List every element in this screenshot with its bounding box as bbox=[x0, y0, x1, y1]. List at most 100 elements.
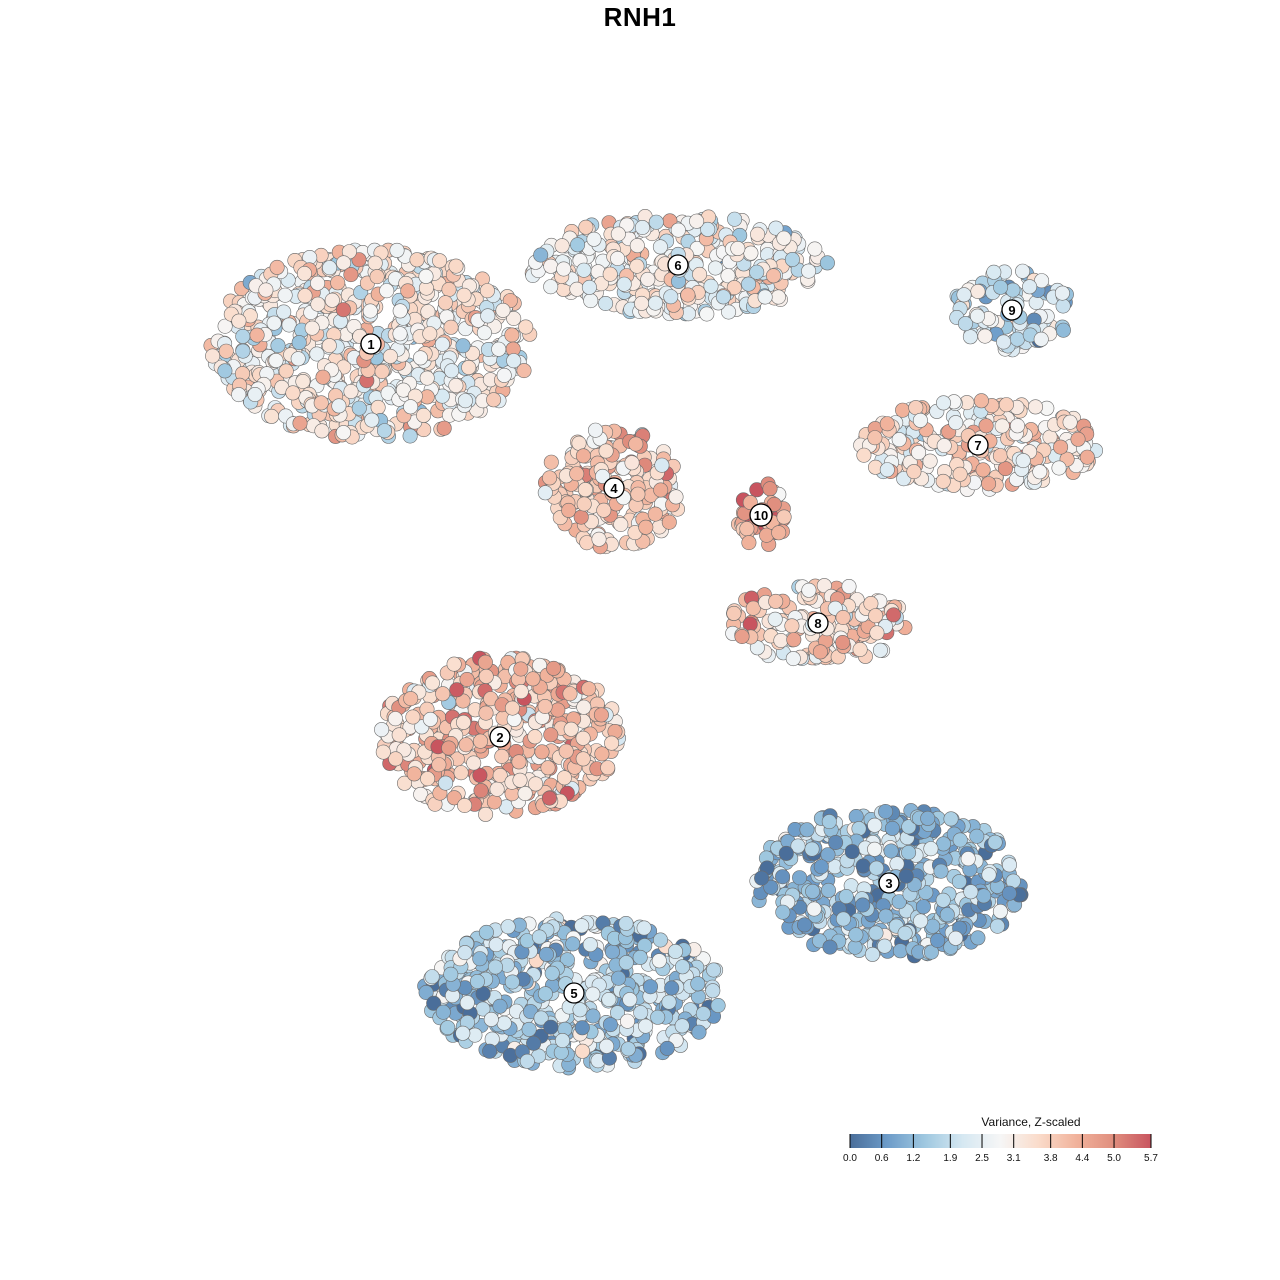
cell-point bbox=[537, 698, 553, 714]
cell-point bbox=[1028, 399, 1044, 415]
cell-point bbox=[745, 600, 761, 616]
cell-point bbox=[1001, 885, 1017, 901]
cell-point bbox=[975, 462, 991, 478]
cell-point bbox=[695, 1006, 711, 1022]
cell-point bbox=[448, 377, 464, 393]
cell-point bbox=[444, 363, 460, 379]
cell-point bbox=[343, 267, 359, 283]
cell-point bbox=[629, 238, 645, 254]
cell-point bbox=[667, 943, 683, 959]
cell-point bbox=[455, 714, 471, 730]
cell-point bbox=[869, 625, 885, 641]
cell-point bbox=[867, 841, 883, 857]
cell-point bbox=[572, 1002, 588, 1018]
cell-point bbox=[776, 230, 792, 246]
cell-point bbox=[864, 946, 880, 962]
cell-point bbox=[691, 1024, 707, 1040]
cell-point bbox=[488, 937, 504, 953]
cell-point bbox=[767, 611, 783, 627]
cell-point bbox=[310, 296, 326, 312]
cell-point bbox=[668, 489, 684, 505]
cell-point bbox=[595, 468, 611, 484]
cell-point bbox=[249, 327, 265, 343]
cell-point bbox=[277, 287, 293, 303]
cell-point bbox=[785, 651, 801, 667]
cell-point bbox=[936, 438, 952, 454]
cell-point bbox=[455, 338, 471, 354]
cell-point bbox=[400, 283, 416, 299]
cluster-label-text: 2 bbox=[496, 730, 503, 745]
cell-point bbox=[537, 485, 553, 501]
cell-point bbox=[690, 976, 706, 992]
cell-point bbox=[952, 832, 968, 848]
cell-point bbox=[374, 722, 390, 738]
cell-point bbox=[895, 402, 911, 418]
cell-point bbox=[770, 289, 786, 305]
cluster-label-2: 2 bbox=[489, 726, 511, 748]
cell-point bbox=[970, 930, 986, 946]
cell-point bbox=[247, 386, 263, 402]
cell-point bbox=[521, 1021, 537, 1037]
cell-point bbox=[981, 867, 997, 883]
cell-point bbox=[569, 281, 585, 297]
cell-point bbox=[546, 660, 562, 676]
cell-point bbox=[703, 278, 719, 294]
cluster-label-text: 9 bbox=[1008, 303, 1015, 318]
legend-title: Variance, Z-scaled bbox=[981, 1115, 1080, 1129]
cell-point bbox=[867, 430, 883, 446]
cell-point bbox=[336, 255, 352, 271]
cluster-label-7: 7 bbox=[967, 434, 989, 456]
legend-tick-label: 3.1 bbox=[1007, 1153, 1021, 1164]
cell-point bbox=[706, 962, 722, 978]
cell-point bbox=[435, 1004, 451, 1020]
cell-point bbox=[852, 641, 868, 657]
cell-point bbox=[828, 834, 844, 850]
cell-point bbox=[653, 482, 669, 498]
cell-point bbox=[616, 276, 632, 292]
cell-point bbox=[700, 221, 716, 237]
cell-point bbox=[602, 1017, 618, 1033]
cell-point bbox=[638, 519, 654, 535]
cell-point bbox=[587, 422, 603, 438]
cell-point bbox=[486, 392, 502, 408]
cell-point bbox=[610, 226, 626, 242]
cell-point bbox=[636, 920, 652, 936]
cell-point bbox=[543, 279, 559, 295]
cell-point bbox=[804, 841, 820, 857]
cell-point bbox=[898, 868, 914, 884]
cell-point bbox=[822, 939, 838, 955]
cell-point bbox=[805, 883, 821, 899]
cell-point bbox=[563, 721, 579, 737]
cell-point bbox=[525, 671, 541, 687]
cell-point bbox=[922, 453, 938, 469]
cell-point bbox=[448, 258, 464, 274]
cell-point bbox=[330, 275, 346, 291]
cell-point bbox=[435, 686, 451, 702]
cell-point bbox=[867, 817, 883, 833]
cell-point bbox=[364, 412, 380, 428]
cell-point bbox=[1054, 285, 1070, 301]
cell-point bbox=[912, 412, 928, 428]
cell-point bbox=[231, 313, 247, 329]
cell-point bbox=[367, 255, 383, 271]
cell-point bbox=[604, 944, 620, 960]
cell-point bbox=[741, 535, 757, 551]
cell-point bbox=[647, 506, 663, 522]
cell-point bbox=[543, 1019, 559, 1035]
cluster-label-text: 8 bbox=[814, 616, 821, 631]
cell-point bbox=[906, 464, 922, 480]
cell-point bbox=[583, 293, 599, 309]
cell-point bbox=[598, 443, 614, 459]
cluster-label-10: 10 bbox=[749, 503, 773, 527]
cell-point bbox=[624, 455, 640, 471]
cell-point bbox=[556, 261, 572, 277]
cell-point bbox=[582, 937, 598, 953]
cluster-label-text: 7 bbox=[974, 438, 981, 453]
cell-point bbox=[351, 400, 367, 416]
cell-point bbox=[813, 859, 829, 875]
cell-point bbox=[930, 932, 946, 948]
cell-point bbox=[370, 399, 386, 415]
cell-point bbox=[689, 213, 705, 229]
cell-point bbox=[1062, 414, 1078, 430]
cell-point bbox=[650, 1009, 666, 1025]
